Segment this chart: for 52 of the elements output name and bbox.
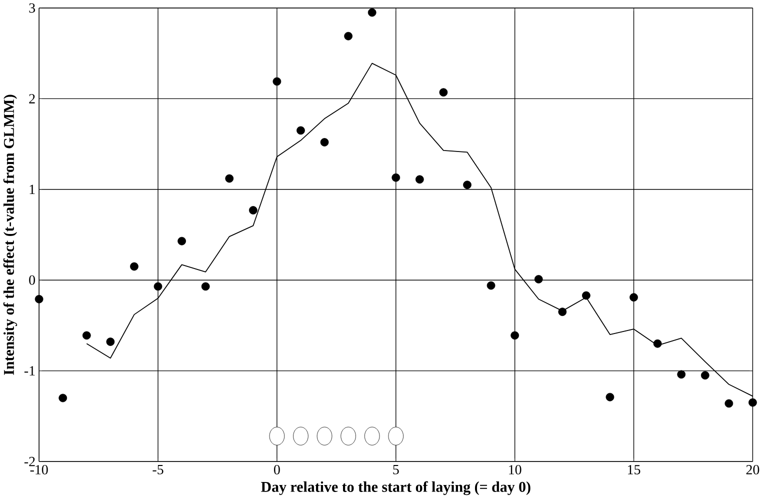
x-tick-label: 5: [393, 464, 399, 474]
point: [296, 126, 305, 134]
y-tick-label: -1: [24, 366, 35, 376]
point: [677, 370, 686, 378]
point: [248, 206, 258, 214]
point: [463, 180, 472, 189]
point: [225, 174, 234, 182]
y-tick-label: 2: [29, 94, 35, 104]
y-tick-label: -2: [24, 456, 35, 466]
point: [178, 236, 186, 246]
point: [344, 32, 352, 40]
point: [82, 331, 91, 340]
point: [58, 394, 68, 402]
point: [700, 370, 710, 380]
point: [486, 281, 496, 290]
point: [368, 8, 376, 17]
point: [293, 426, 308, 446]
x-tick-label: 15: [628, 464, 640, 474]
point: [269, 426, 285, 446]
point: [415, 175, 424, 184]
point: [316, 426, 332, 446]
point: [534, 274, 543, 284]
point: [653, 339, 662, 348]
point: [606, 392, 614, 402]
point: [392, 173, 400, 182]
point: [558, 307, 567, 316]
point: [582, 291, 590, 300]
x-tick-label: -5: [152, 464, 164, 474]
point: [34, 294, 44, 304]
y-tick-label: 3: [29, 3, 36, 12]
point: [510, 331, 520, 340]
y-tick-label: 0: [29, 275, 36, 285]
x-tick-label: 0: [274, 464, 280, 474]
point: [106, 337, 115, 346]
x-tick-label: 10: [509, 464, 522, 474]
point: [130, 262, 138, 270]
point: [748, 398, 757, 407]
point: [388, 426, 404, 446]
x-tick-label: -10: [30, 464, 48, 474]
point: [154, 282, 162, 290]
point: [201, 282, 210, 290]
point: [320, 138, 329, 146]
point: [364, 426, 380, 446]
y-tick-label: 1: [30, 184, 35, 194]
x-axis-title: Day relative to the start of laying (= day 0): [261, 481, 530, 495]
point: [630, 292, 638, 302]
x-tick-label: 20: [746, 464, 760, 474]
point: [439, 88, 448, 96]
point: [272, 77, 282, 86]
y-axis-title: Intensity of the effect (t-value from GLMM): [3, 94, 18, 375]
point: [340, 426, 356, 446]
point: [724, 399, 734, 408]
